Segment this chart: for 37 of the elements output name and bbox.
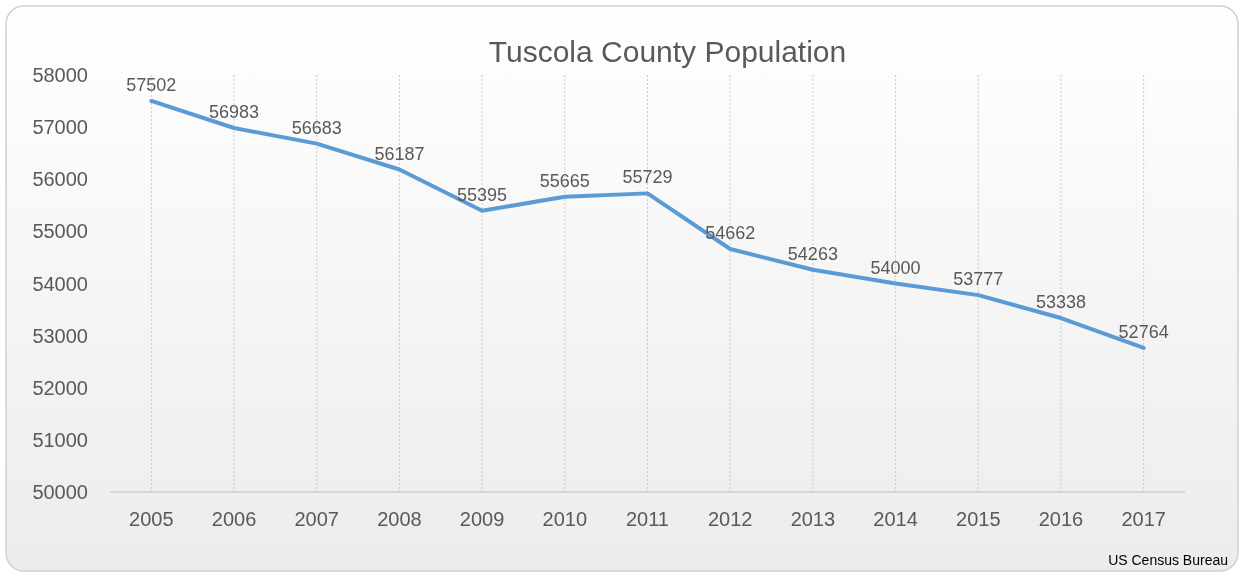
x-tick-label: 2010 [542,508,588,530]
data-label: 53777 [953,269,1004,290]
y-tick-label: 50000 [32,481,88,503]
y-tick-label: 54000 [32,272,88,295]
data-label: 52764 [1118,321,1169,342]
x-tick-label: 2006 [211,508,257,530]
y-tick-label: 53000 [32,324,88,347]
x-tick-label: 2014 [873,508,918,530]
y-tick-label: 58000 [32,64,88,86]
data-label: 54000 [870,257,921,278]
x-tick-label: 2011 [625,508,670,530]
data-label: 56187 [374,143,425,164]
data-label: 56683 [291,117,342,138]
x-tick-label: 2012 [707,508,753,530]
data-label: 55665 [539,170,590,191]
data-label: 55395 [457,184,508,205]
y-tick-label: 57000 [32,116,88,139]
x-tick-label: 2007 [294,508,339,530]
y-tick-label: 56000 [32,168,88,191]
x-tick-label: 2017 [1121,508,1166,530]
text: US Census Bureau [1108,552,1228,568]
data-label: 54263 [787,243,838,264]
x-tick-label: 2009 [459,508,505,530]
x-tick-label: 2008 [377,508,422,530]
x-tick-label: 2013 [790,508,836,530]
x-tick-label: 2016 [1038,508,1084,530]
y-tick-label: 51000 [32,428,88,451]
y-tick-label: 52000 [32,376,88,399]
data-label: 57502 [126,74,177,95]
data-label: 55729 [622,167,673,188]
data-label: 53338 [1035,292,1086,313]
chart-title: Tuscola County Population [488,35,847,68]
data-label: 56983 [209,102,260,123]
y-tick-label: 55000 [32,220,88,243]
x-tick-label: 2015 [956,508,1001,530]
data-label: 54662 [705,222,756,243]
x-tick-label: 2005 [129,508,174,530]
